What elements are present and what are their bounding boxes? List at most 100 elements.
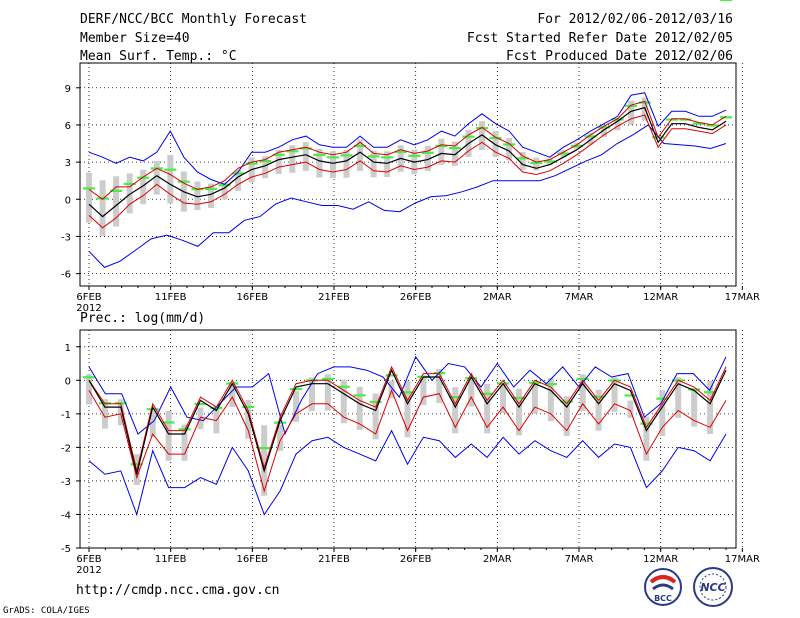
plot-frame: [79, 62, 737, 287]
ensemble-box: [235, 169, 242, 191]
ensemble-box: [324, 374, 331, 411]
header-right-line-2: Fcst Started Refer Date 2012/02/05: [466, 30, 733, 46]
x-tick-label: 21FEB: [318, 292, 350, 303]
ensemble-box: [587, 133, 594, 145]
ensemble-box: [167, 154, 174, 204]
x-tick-label: 16FEB: [237, 554, 269, 565]
ensemble-box: [506, 137, 513, 161]
ensemble-box: [289, 145, 296, 173]
ensemble-box: [492, 131, 499, 157]
y-tick-label: 1: [65, 343, 71, 354]
bcc-logo-text: BCC: [654, 594, 672, 603]
ensemble-box: [533, 157, 540, 171]
ensemble-box: [452, 387, 459, 434]
ensemble-box: [181, 424, 188, 461]
ensemble-box: [404, 380, 411, 438]
x-tick-label: 2MAR: [483, 554, 512, 565]
source-url[interactable]: http://cmdp.ncc.cma.gov.cn: [76, 583, 280, 598]
ensemble-box: [484, 383, 491, 434]
header-line-2: Member Size=40: [80, 30, 190, 46]
ensemble-box: [519, 152, 526, 170]
ensemble-box: [468, 379, 475, 407]
series-mean-line: [88, 106, 727, 218]
plot-frame: [79, 329, 737, 549]
ensemble-box: [245, 399, 252, 439]
ensemble-box: [643, 416, 650, 461]
ensemble-box: [424, 145, 431, 172]
ensemble-box: [372, 393, 379, 440]
ensemble-box: [601, 125, 608, 137]
y-tick-label: 9: [65, 84, 71, 95]
series-lower-line: [88, 388, 727, 493]
header-line-1: DERF/NCC/BCC Monthly Forecast: [80, 12, 307, 27]
ensemble-box: [707, 380, 714, 434]
ncc-logo: NCC: [693, 567, 733, 607]
x-tick-label: 11FEB: [155, 292, 187, 303]
x-tick-label: 17MAR: [725, 292, 760, 303]
y-tick-label: 3: [65, 158, 71, 169]
series-max-line: [88, 355, 727, 436]
ensemble-box: [691, 388, 698, 427]
ensemble-box: [438, 138, 445, 165]
prec-panel-title: Prec.: log(mm/d): [80, 311, 206, 326]
ensemble-box: [614, 117, 621, 131]
y-tick-label: 0: [65, 376, 71, 387]
ensemble-box: [113, 176, 120, 227]
header-line-3: Mean Surf. Temp.: °C: [80, 49, 237, 64]
panel-temperature: -6 -3 0 3 6 9 6FEB 11FEB 16FEB 21FEB 26FEB 2MAR 7MAR…: [61, 62, 760, 314]
ensemble-box: [262, 156, 269, 179]
ensemble-box: [316, 148, 323, 178]
y-tick-label: -4: [61, 510, 71, 521]
x-tick-label: 6FEB: [76, 554, 101, 565]
header-right-line-3: Fcst Produced Date 2012/02/06: [506, 49, 733, 64]
header-right: For 2012/02/06-2012/03/16 Fcst Started R…: [467, 11, 733, 67]
ensemble-box: [86, 374, 92, 405]
ensemble-box: [308, 377, 315, 412]
series-lower-line: [88, 114, 727, 229]
header-right-line-1: For 2012/02/06-2012/03/16: [537, 12, 733, 27]
ensemble-box: [611, 377, 618, 412]
y-tick-label: -3: [61, 477, 71, 488]
ensemble-box: [126, 173, 133, 214]
ensemble-box: [436, 369, 443, 404]
ensemble-box: [547, 377, 554, 422]
ensemble-box: [149, 411, 156, 438]
ensemble-box: [99, 180, 106, 236]
ensemble-box: [86, 172, 92, 223]
y-tick-label: -5: [61, 544, 71, 555]
ensemble-box: [221, 182, 228, 200]
x-tick-label: 26FEB: [400, 554, 432, 565]
ensemble-box: [117, 399, 124, 426]
ensemble-box: [302, 142, 309, 171]
ensemble-box: [329, 151, 336, 178]
ensemble-box: [356, 386, 363, 430]
ensemble-box: [194, 181, 201, 210]
y-tick-label: -2: [61, 443, 71, 454]
y-tick-label: 6: [65, 121, 71, 132]
y-tick-label: 0: [65, 195, 71, 206]
y-tick-label: -3: [61, 232, 71, 243]
x-tick-label: 7MAR: [565, 292, 594, 303]
ensemble-box: [579, 374, 586, 412]
ensemble-box: [659, 390, 666, 436]
ensemble-box: [420, 376, 427, 406]
ensemble-box: [343, 149, 350, 178]
ensemble-box: [627, 400, 634, 418]
ensemble-box: [515, 388, 522, 436]
ensemble-box: [207, 183, 214, 208]
ensemble-box: [628, 100, 635, 125]
ensemble-box: [229, 383, 236, 408]
x-tick-label: 26FEB: [400, 292, 432, 303]
grads-credit: GrADS: COLA/IGES: [3, 606, 90, 616]
x-tick-label: 2MAR: [483, 292, 512, 303]
y-tick-label: -6: [61, 270, 71, 281]
ensemble-box: [165, 410, 172, 461]
ensemble-box: [340, 379, 347, 424]
ensemble-box: [531, 381, 538, 414]
series-max-line: [88, 92, 727, 185]
ensemble-box: [595, 389, 602, 431]
series-min-line: [88, 124, 727, 268]
x-year-label: 2012: [76, 303, 101, 314]
